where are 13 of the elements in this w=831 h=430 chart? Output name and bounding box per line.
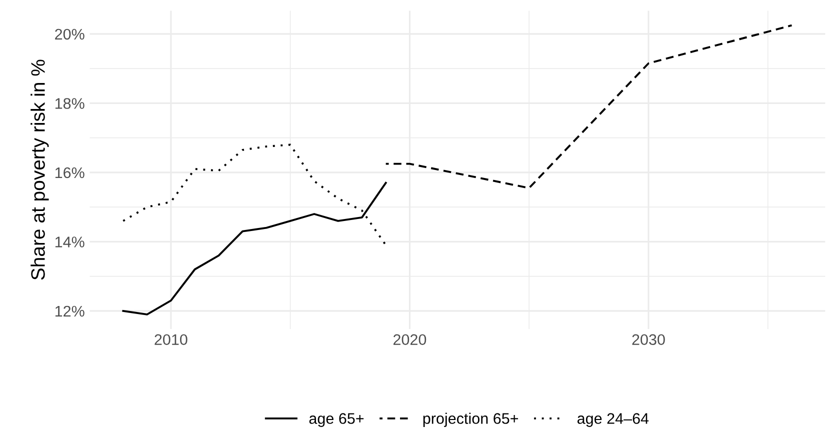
x-tick-label: 2010 [154,334,188,346]
y-tick-label: 16% [55,167,84,178]
y-tick-label: 18% [55,98,84,109]
legend-label: projection 65+ [423,412,518,427]
legend-label: age 24–64 [577,413,649,427]
y-tick-label: 14% [55,236,84,248]
legend-label: age 65+ [309,413,364,427]
line-series [384,24,793,190]
x-tick-label: 2020 [393,334,426,346]
x-tick-label: 2030 [632,334,665,346]
y-axis-title: Share at poverty risk in % [30,60,49,280]
y-tick-label: 20% [55,28,84,40]
y-tick-label: 12% [55,306,84,317]
